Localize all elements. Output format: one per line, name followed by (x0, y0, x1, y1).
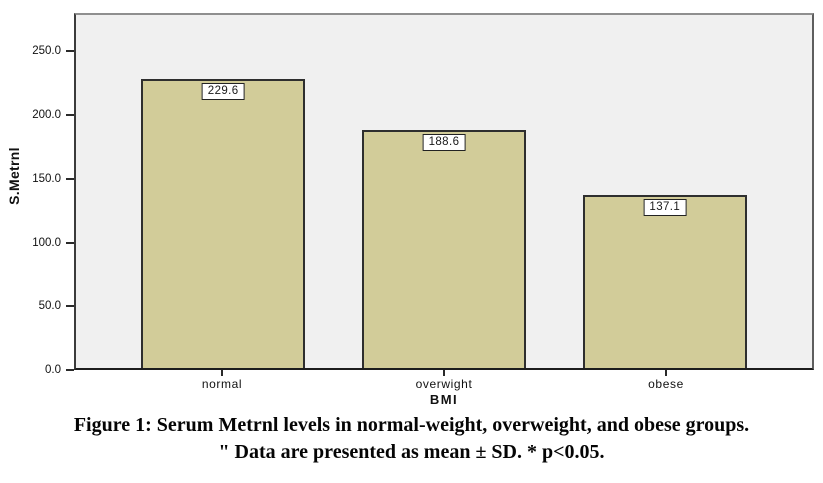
x-category-label: overwight (415, 377, 473, 391)
y-axis-tick (66, 241, 74, 244)
caption-line-1: Figure 1: Serum Metrnl levels in normal-… (73, 414, 750, 436)
x-category-label: obese (648, 377, 684, 391)
x-axis-tick (665, 370, 667, 376)
bar-value-label: 229.6 (201, 82, 245, 100)
y-axis-tick-label: 0.0 (45, 364, 61, 376)
y-axis-tick (66, 177, 74, 180)
bar: 229.6 (141, 78, 306, 368)
x-axis-tick (443, 370, 445, 376)
y-axis-tick-label: 200.0 (32, 109, 61, 121)
bar-value-label: 188.6 (422, 134, 466, 152)
x-axis: normal overwight obese (74, 370, 814, 410)
plot-area: 229.6 188.6 137.1 (74, 13, 814, 370)
y-axis-tick (66, 114, 74, 116)
y-axis-tick-label: 50.0 (38, 300, 61, 313)
bar-value-label: 137.1 (643, 199, 687, 217)
y-axis-tick-label: 250.0 (32, 45, 61, 58)
y-axis: 0.0 50.0 100.0 150.0 200.0 250.0 (0, 13, 74, 376)
caption-line-2: " Data are presented as mean ± SD. * p<0… (218, 441, 605, 463)
y-axis-tick (66, 50, 74, 53)
x-category-label: normal (201, 377, 243, 391)
bar: 137.1 (582, 195, 747, 368)
x-axis-tick (221, 370, 223, 376)
y-axis-tick-label: 150.0 (32, 172, 61, 185)
y-axis-tick (66, 305, 74, 308)
y-axis-tick-label: 100.0 (32, 236, 61, 249)
y-axis-tick (66, 369, 74, 371)
bar: 188.6 (361, 130, 527, 368)
x-axis-title: BMI (429, 392, 459, 407)
figure-caption: Figure 1: Serum Metrnl levels in normal-… (0, 412, 823, 466)
y-axis-label: S.Metrnl (6, 147, 22, 205)
